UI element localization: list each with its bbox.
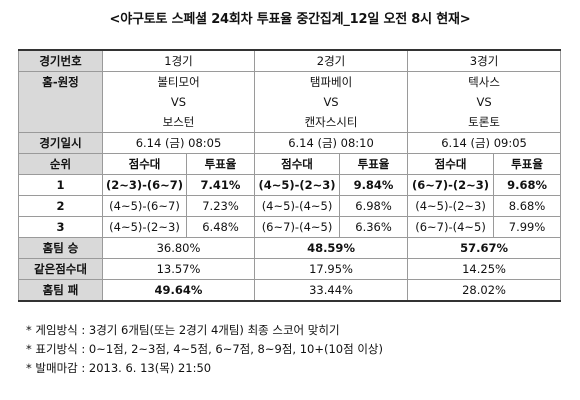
game-3-header: 3경기 <box>407 49 562 72</box>
home-away-label: 홈-원정 <box>18 71 103 92</box>
score-range-cell: (4~5)-(4~5) <box>254 195 341 217</box>
score-range-header: 점수대 <box>407 153 495 175</box>
game-2-datetime: 6.14 (금) 08:10 <box>254 132 409 154</box>
score-range-cell: (6~7)-(4~5) <box>254 216 341 238</box>
game-1-datetime: 6.14 (금) 08:05 <box>101 132 256 154</box>
summary-row-home-win: 홈팀 승 36.80% 48.59% 57.67% <box>18 237 562 259</box>
home-away-label-spacer <box>18 112 103 133</box>
game-3-home-team: 텍사스 <box>407 71 562 92</box>
game-3-vs: VS <box>407 92 562 112</box>
rank-header-row: 순위 점수대 투표율 점수대 투표율 점수대 투표율 <box>18 153 562 175</box>
rank-number: 3 <box>18 216 103 238</box>
game-2-home-win: 48.59% <box>254 237 409 259</box>
game-number-row: 경기번호 1경기 2경기 3경기 <box>18 49 562 72</box>
game-2-same-score: 17.95% <box>254 258 409 280</box>
score-range-header: 점수대 <box>102 153 187 175</box>
vote-rate-cell: 7.99% <box>493 216 562 238</box>
game-1-away-team: 보스턴 <box>101 112 256 133</box>
home-team-row: 홈-원정 볼티모어 탬파베이 텍사스 <box>18 71 562 92</box>
score-range-cell: (6~7)-(2~3) <box>407 174 495 196</box>
score-range-cell: (4~5)-(6~7) <box>102 195 187 217</box>
rank-row: 3 (4~5)-(2~3) 6.48% (6~7)-(4~5) 6.36% (6… <box>18 216 562 238</box>
home-loss-label: 홈팀 패 <box>18 279 103 302</box>
note-deadline: * 발매마감 : 2013. 6. 13(목) 21:50 <box>26 361 212 375</box>
game-3-home-loss: 28.02% <box>407 279 562 302</box>
game-1-same-score: 13.57% <box>101 258 256 280</box>
rank-number: 1 <box>18 174 103 196</box>
vote-rate-table: 경기번호 1경기 2경기 3경기 홈-원정 볼티모어 탬파베이 텍사스 VS V… <box>18 49 562 302</box>
summary-row-draw: 같은점수대 13.57% 17.95% 14.25% <box>18 258 562 280</box>
game-2-header: 2경기 <box>254 49 409 72</box>
vs-row: VS VS VS <box>18 92 562 112</box>
game-1-home-loss: 49.64% <box>101 279 256 302</box>
vote-rate-cell: 9.68% <box>493 174 562 196</box>
rank-row: 2 (4~5)-(6~7) 7.23% (4~5)-(4~5) 6.98% (4… <box>18 195 562 217</box>
datetime-label: 경기일시 <box>18 132 103 154</box>
game-2-vs: VS <box>254 92 409 112</box>
score-range-cell: (6~7)-(4~5) <box>407 216 495 238</box>
datetime-row: 경기일시 6.14 (금) 08:05 6.14 (금) 08:10 6.14 … <box>18 132 562 154</box>
note-game-method: * 게임방식 : 3경기 6개팀(또는 2경기 4개팀) 최종 스코어 맞히기 <box>26 323 340 337</box>
game-2-away-team: 캔자스시티 <box>254 112 409 133</box>
game-3-same-score: 14.25% <box>407 258 562 280</box>
game-1-header: 1경기 <box>101 49 256 72</box>
vote-rate-cell: 7.41% <box>185 174 256 196</box>
vote-rate-header: 투표율 <box>493 153 562 175</box>
summary-row-home-loss: 홈팀 패 49.64% 33.44% 28.02% <box>18 279 562 302</box>
rank-label: 순위 <box>18 153 103 175</box>
vote-rate-header: 투표율 <box>185 153 256 175</box>
vote-rate-cell: 7.23% <box>185 195 256 217</box>
game-number-label: 경기번호 <box>18 49 103 72</box>
vote-rate-cell: 8.68% <box>493 195 562 217</box>
home-away-label-spacer <box>18 92 103 112</box>
score-range-cell: (2~3)-(6~7) <box>102 174 187 196</box>
game-3-home-win: 57.67% <box>407 237 562 259</box>
game-3-away-team: 토론토 <box>407 112 562 133</box>
score-range-header: 점수대 <box>254 153 341 175</box>
vote-rate-header: 투표율 <box>339 153 409 175</box>
same-score-label: 같은점수대 <box>18 258 103 280</box>
vote-rate-cell: 6.48% <box>185 216 256 238</box>
rank-number: 2 <box>18 195 103 217</box>
page-title: <야구토토 스페셜 24회차 투표율 중간집계_12일 오전 8시 현재> <box>109 12 471 27</box>
score-range-cell: (4~5)-(2~3) <box>407 195 495 217</box>
note-notation: * 표기방식 : 0~1점, 2~3점, 4~5점, 6~7점, 8~9점, 1… <box>26 342 383 356</box>
game-1-home-win: 36.80% <box>101 237 256 259</box>
vote-rate-cell: 6.98% <box>339 195 409 217</box>
score-range-cell: (4~5)-(2~3) <box>102 216 187 238</box>
footnotes: * 게임방식 : 3경기 6개팀(또는 2경기 4개팀) 최종 스코어 맞히기 … <box>26 321 383 378</box>
away-team-row: 보스턴 캔자스시티 토론토 <box>18 112 562 133</box>
game-3-datetime: 6.14 (금) 09:05 <box>407 132 562 154</box>
rank-row: 1 (2~3)-(6~7) 7.41% (4~5)-(2~3) 9.84% (6… <box>18 174 562 196</box>
game-1-home-team: 볼티모어 <box>101 71 256 92</box>
vote-rate-cell: 9.84% <box>339 174 409 196</box>
game-2-home-loss: 33.44% <box>254 279 409 302</box>
vote-rate-cell: 6.36% <box>339 216 409 238</box>
home-win-label: 홈팀 승 <box>18 237 103 259</box>
game-2-home-team: 탬파베이 <box>254 71 409 92</box>
score-range-cell: (4~5)-(2~3) <box>254 174 341 196</box>
game-1-vs: VS <box>101 92 256 112</box>
